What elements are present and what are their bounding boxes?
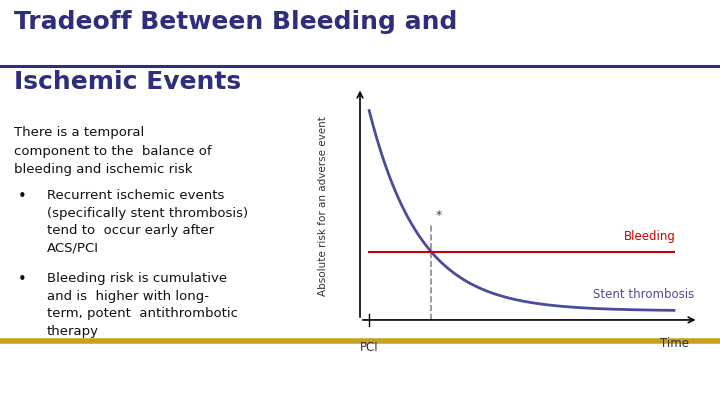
- Text: •: •: [18, 272, 27, 287]
- Text: Ischemic Events: Ischemic Events: [14, 70, 241, 94]
- Text: Schomig A, et al. Heart  2009;95:1280–1285: Schomig A, et al. Heart 2009;95:1280–128…: [487, 375, 706, 384]
- Text: Bleeding: Bleeding: [624, 230, 675, 243]
- Text: Absolute risk for an adverse event: Absolute risk for an adverse event: [318, 116, 328, 296]
- Text: Time: Time: [660, 337, 689, 350]
- Text: Recurrent ischemic events
(specifically stent thrombosis)
tend to  occur early a: Recurrent ischemic events (specifically …: [47, 189, 248, 255]
- Text: •: •: [18, 189, 27, 204]
- Text: ACC.20
WORLD CONGRESS
OF CARDIOLOGY: ACC.20 WORLD CONGRESS OF CARDIOLOGY: [11, 356, 78, 373]
- Text: PCI: PCI: [360, 341, 379, 354]
- Text: Tradeoff Between Bleeding and: Tradeoff Between Bleeding and: [14, 10, 458, 34]
- Text: Bleeding risk is cumulative
and is  higher with long-
term, potent  antithrombot: Bleeding risk is cumulative and is highe…: [47, 272, 238, 338]
- Text: There is a temporal
component to the  balance of
bleeding and ischemic risk: There is a temporal component to the bal…: [14, 126, 212, 176]
- Text: *: *: [436, 209, 442, 222]
- Text: Stent thrombosis: Stent thrombosis: [593, 288, 694, 301]
